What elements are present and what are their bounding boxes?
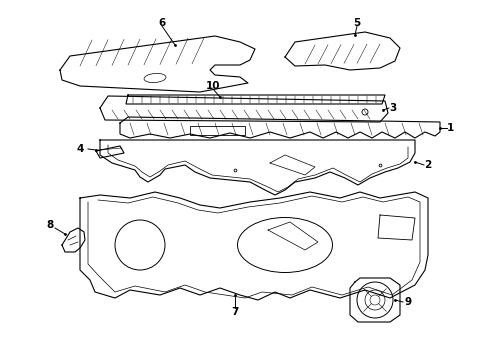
Text: 10: 10 bbox=[206, 81, 220, 91]
Text: 2: 2 bbox=[424, 160, 432, 170]
Text: 5: 5 bbox=[353, 18, 361, 28]
Text: 7: 7 bbox=[231, 307, 239, 317]
Text: 4: 4 bbox=[76, 144, 84, 154]
Text: 9: 9 bbox=[404, 297, 412, 307]
Text: 1: 1 bbox=[446, 123, 454, 133]
Text: 6: 6 bbox=[158, 18, 166, 28]
Bar bbox=[190, 126, 245, 135]
Text: 8: 8 bbox=[47, 220, 53, 230]
Text: 3: 3 bbox=[390, 103, 396, 113]
